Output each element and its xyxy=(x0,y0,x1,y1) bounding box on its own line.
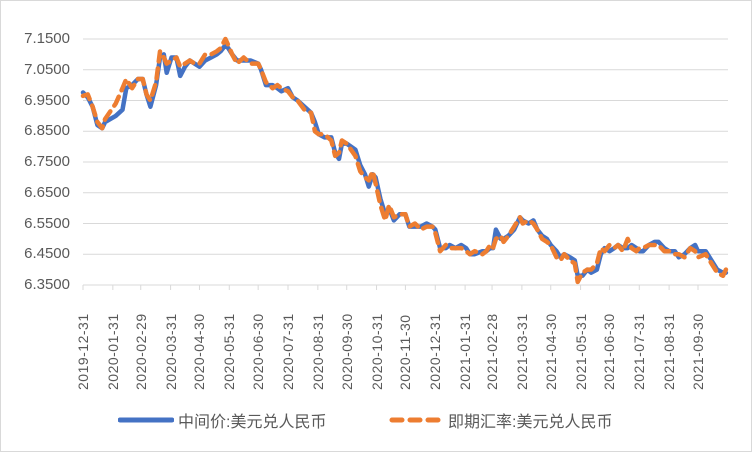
x-tick-label: 2020-06-30 xyxy=(250,313,267,390)
x-tick-label: 2021-01-31 xyxy=(457,313,474,390)
legend-label-midrate: 中间价:美元兑人民币 xyxy=(178,414,327,431)
x-tick-label: 2021-04-30 xyxy=(542,313,559,390)
x-tick-label: 2021-03-31 xyxy=(513,313,530,390)
x-tick-label: 2021-09-30 xyxy=(690,313,706,390)
series-lines xyxy=(80,36,729,285)
x-tick-label: 2020-08-31 xyxy=(309,313,326,390)
y-tick-label: 6.4500 xyxy=(24,245,70,263)
x-tick-label: 2020-11-30 xyxy=(397,314,414,390)
y-tick-label: 6.9500 xyxy=(24,91,70,109)
legend-item-spot[interactable]: 即期汇率:美元兑人民币 xyxy=(388,408,612,432)
legend-solid-line-icon xyxy=(118,417,174,423)
y-tick-label: 6.8500 xyxy=(24,122,70,140)
x-tick-label: 2021-05-31 xyxy=(572,313,589,390)
x-tick-label: 2019-12-31 xyxy=(75,313,91,390)
x-tick-label: 2020-03-31 xyxy=(162,313,179,390)
y-tick-label: 7.0500 xyxy=(24,60,70,78)
y-tick-label: 7.1500 xyxy=(24,30,70,47)
legend-label-spot: 即期汇率:美元兑人民币 xyxy=(448,414,613,431)
x-tick-label: 2020-12-31 xyxy=(427,313,444,390)
series-spot-line xyxy=(80,36,729,285)
legend: 中间价:美元兑人民币 即期汇率:美元兑人民币 xyxy=(0,408,752,438)
y-tick-label: 6.3500 xyxy=(24,276,70,293)
x-tick-label: 2021-07-31 xyxy=(631,313,648,390)
x-tick-label: 2020-10-31 xyxy=(368,313,385,390)
y-tick-label: 6.7500 xyxy=(24,153,70,170)
x-tick-label: 2020-09-30 xyxy=(338,313,355,390)
legend-item-midrate[interactable]: 中间价:美元兑人民币 xyxy=(118,408,326,432)
x-tick-label: 2020-04-30 xyxy=(191,313,208,390)
x-tick-label: 2021-08-31 xyxy=(661,313,678,390)
x-tick-label: 2021-02-28 xyxy=(484,313,501,390)
legend-dashed-line-icon xyxy=(389,417,444,423)
x-tick-label: 2021-06-30 xyxy=(601,313,618,390)
x-axis xyxy=(82,285,699,290)
x-tick-label: 2020-01-31 xyxy=(104,313,121,390)
x-tick-label: 2020-07-31 xyxy=(280,313,296,390)
x-tick-label: 2020-05-31 xyxy=(221,313,238,390)
x-tick-label: 2020-02-29 xyxy=(132,313,149,390)
y-tick-label: 6.6500 xyxy=(24,183,70,201)
y-tick-label: 6.5500 xyxy=(24,214,70,232)
